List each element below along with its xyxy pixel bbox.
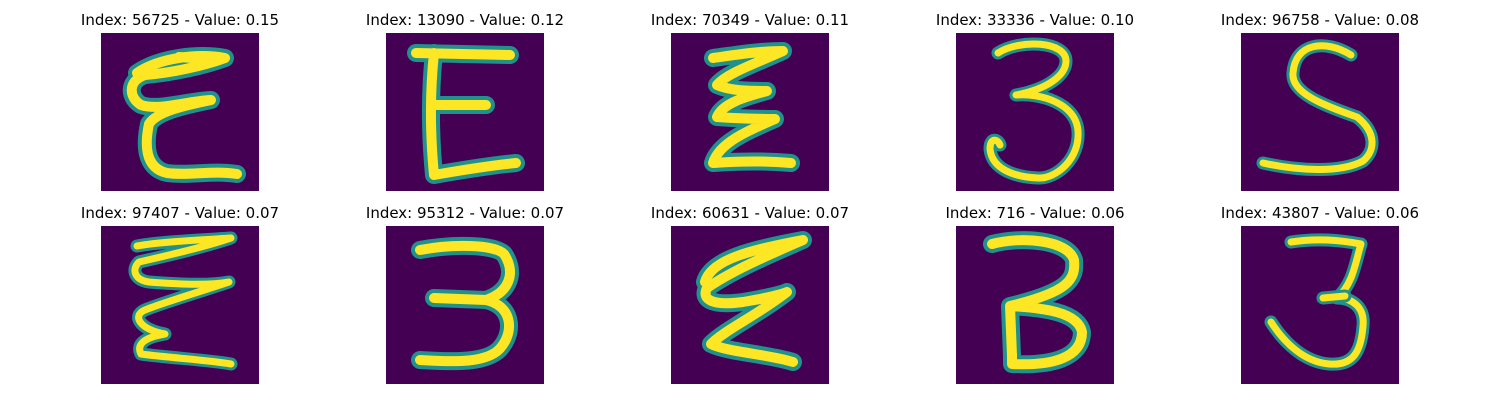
panel-title: Index: 60631 - Value: 0.07 [650, 204, 850, 222]
digit-image [386, 226, 544, 384]
panel-title: Index: 70349 - Value: 0.11 [650, 11, 850, 29]
grid-panel: Index: 716 - Value: 0.06 [915, 203, 1155, 393]
panel-title: Index: 33336 - Value: 0.10 [935, 11, 1135, 29]
grid-panel: Index: 56725 - Value: 0.15 [60, 10, 300, 200]
panel-title: Index: 95312 - Value: 0.07 [365, 204, 565, 222]
grid-panel: Index: 33336 - Value: 0.10 [915, 10, 1155, 200]
digit-image [101, 226, 259, 384]
digit-image [956, 226, 1114, 384]
grid-panel: Index: 60631 - Value: 0.07 [630, 203, 870, 393]
digit-image [101, 33, 259, 191]
grid-panel: Index: 13090 - Value: 0.12 [345, 10, 585, 200]
panel-title: Index: 43807 - Value: 0.06 [1220, 204, 1420, 222]
grid-panel: Index: 70349 - Value: 0.11 [630, 10, 870, 200]
digit-image [386, 33, 544, 191]
grid-panel: Index: 95312 - Value: 0.07 [345, 203, 585, 393]
grid-panel: Index: 43807 - Value: 0.06 [1200, 203, 1440, 393]
digit-image [956, 33, 1114, 191]
digit-image [671, 33, 829, 191]
digit-image [1241, 226, 1399, 384]
panel-title: Index: 97407 - Value: 0.07 [80, 204, 280, 222]
panel-title: Index: 716 - Value: 0.06 [945, 204, 1125, 222]
digit-image [1241, 33, 1399, 191]
panel-title: Index: 13090 - Value: 0.12 [365, 11, 565, 29]
panel-title: Index: 56725 - Value: 0.15 [80, 11, 280, 29]
grid-panel: Index: 96758 - Value: 0.08 [1200, 10, 1440, 200]
digit-image [671, 226, 829, 384]
grid-panel: Index: 97407 - Value: 0.07 [60, 203, 300, 393]
panel-title: Index: 96758 - Value: 0.08 [1220, 11, 1420, 29]
